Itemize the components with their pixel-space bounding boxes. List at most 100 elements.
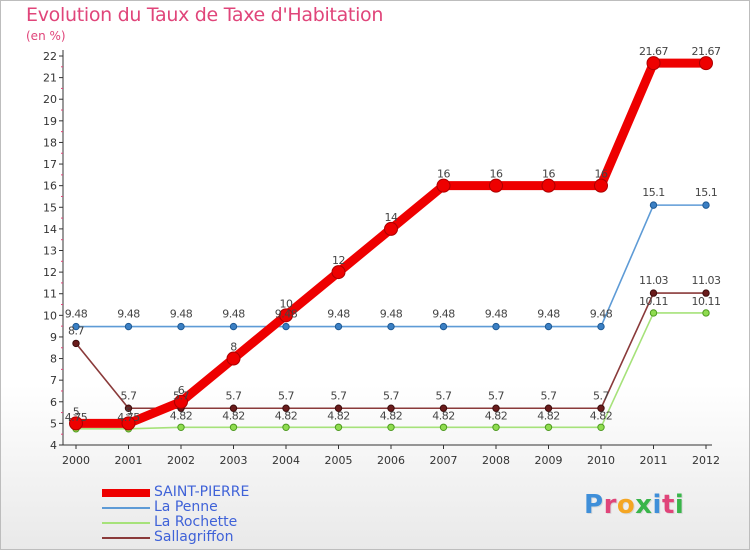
x-tick-label: 2002 [167, 454, 195, 467]
y-tick-label: 12 [43, 266, 57, 279]
data-point [229, 423, 238, 431]
y-tick-label: 5 [50, 417, 57, 430]
x-tick-label: 2001 [115, 454, 143, 467]
data-label: 4.82 [327, 409, 350, 422]
data-label: 5 [125, 405, 132, 418]
data-point [544, 322, 553, 331]
data-point [544, 423, 553, 431]
data-point [649, 201, 658, 209]
y-tick-label: 18 [43, 136, 57, 149]
x-tick-label: 2003 [220, 454, 248, 467]
data-label: 6 [178, 384, 185, 397]
data-label: 16 [542, 168, 555, 181]
logo-letter: P [584, 490, 604, 520]
y-tick-label: 17 [43, 158, 57, 171]
logo-letter: r [603, 490, 617, 520]
x-tick-label: 2012 [692, 454, 720, 467]
data-point [177, 322, 185, 331]
data-label: 5.7 [173, 389, 189, 402]
y-tick-label: 13 [43, 245, 57, 258]
legend-swatch [102, 537, 150, 539]
data-point [174, 394, 188, 409]
data-point [121, 416, 136, 431]
data-label: 5.7 [436, 389, 452, 402]
legend-swatch [102, 507, 150, 509]
data-point [177, 423, 185, 431]
y-tick-label: 15 [43, 201, 57, 214]
legend-label: Sallagriffon [154, 529, 234, 545]
y-tick-label: 4 [50, 439, 57, 452]
data-point [702, 309, 710, 317]
data-point [279, 308, 293, 323]
data-point [649, 289, 658, 297]
y-tick-label: 22 [43, 50, 57, 63]
y-tick-label: 8 [50, 353, 57, 366]
data-point [702, 289, 710, 297]
data-point [282, 322, 290, 331]
legend-swatch [102, 522, 150, 524]
data-point [492, 322, 500, 331]
data-label: 4.82 [537, 409, 560, 422]
data-point [69, 416, 83, 431]
data-point [492, 404, 500, 412]
data-label: 15.1 [695, 186, 718, 199]
data-point [541, 178, 556, 193]
x-tick-label: 2009 [535, 454, 563, 467]
data-point [331, 265, 346, 280]
data-label: 4.82 [380, 409, 403, 422]
logo-letter: o [616, 490, 636, 520]
data-label: 4.75 [65, 411, 88, 424]
proxiti-logo: Proxiti [584, 490, 684, 520]
data-point [229, 322, 238, 331]
data-point [229, 404, 238, 412]
x-tick-label: 2010 [587, 454, 615, 467]
data-label: 4.82 [275, 409, 298, 422]
chart-unit: (en %) [26, 29, 66, 43]
data-point [124, 322, 133, 331]
legend-swatch [102, 489, 150, 497]
data-label: 8 [230, 341, 237, 354]
data-point [72, 322, 80, 331]
data-label: 9.48 [537, 308, 560, 321]
x-tick-label: 2008 [482, 454, 510, 467]
data-point [384, 221, 398, 236]
data-label: 5.7 [278, 389, 294, 402]
data-label: 9.48 [65, 308, 88, 321]
data-point [439, 322, 448, 331]
data-label: 5.7 [121, 389, 137, 402]
x-tick-label: 2011 [640, 454, 668, 467]
data-point [702, 201, 710, 209]
data-point [489, 178, 503, 193]
y-tick-label: 19 [43, 115, 57, 128]
data-point [544, 404, 553, 412]
x-tick-label: 2006 [377, 454, 405, 467]
data-point [282, 423, 290, 431]
x-tick-label: 2007 [430, 454, 458, 467]
data-label: 11.03 [692, 274, 721, 287]
data-label: 16 [490, 168, 503, 181]
data-label: 12 [332, 254, 345, 267]
logo-letter: t [661, 490, 675, 520]
logo-letter: i [674, 490, 685, 520]
data-label: 4.82 [432, 409, 455, 422]
data-label: 8.7 [68, 324, 84, 337]
data-point [699, 56, 713, 71]
data-label: 16 [595, 168, 608, 181]
series-line-saint-pierre [71, 58, 711, 428]
data-label: 11.03 [639, 274, 668, 287]
data-point [282, 404, 290, 412]
data-label: 5 [73, 405, 80, 418]
data-point [72, 339, 80, 348]
data-label: 9.48 [485, 308, 508, 321]
y-tick-label: 20 [43, 93, 57, 106]
data-label: 16 [437, 168, 450, 181]
data-label: 10.11 [692, 295, 721, 308]
y-tick-label: 10 [43, 309, 57, 322]
data-point [387, 322, 395, 331]
data-point [646, 56, 661, 71]
data-point [594, 178, 608, 193]
x-tick-label: 2005 [325, 454, 353, 467]
data-point [226, 351, 241, 366]
